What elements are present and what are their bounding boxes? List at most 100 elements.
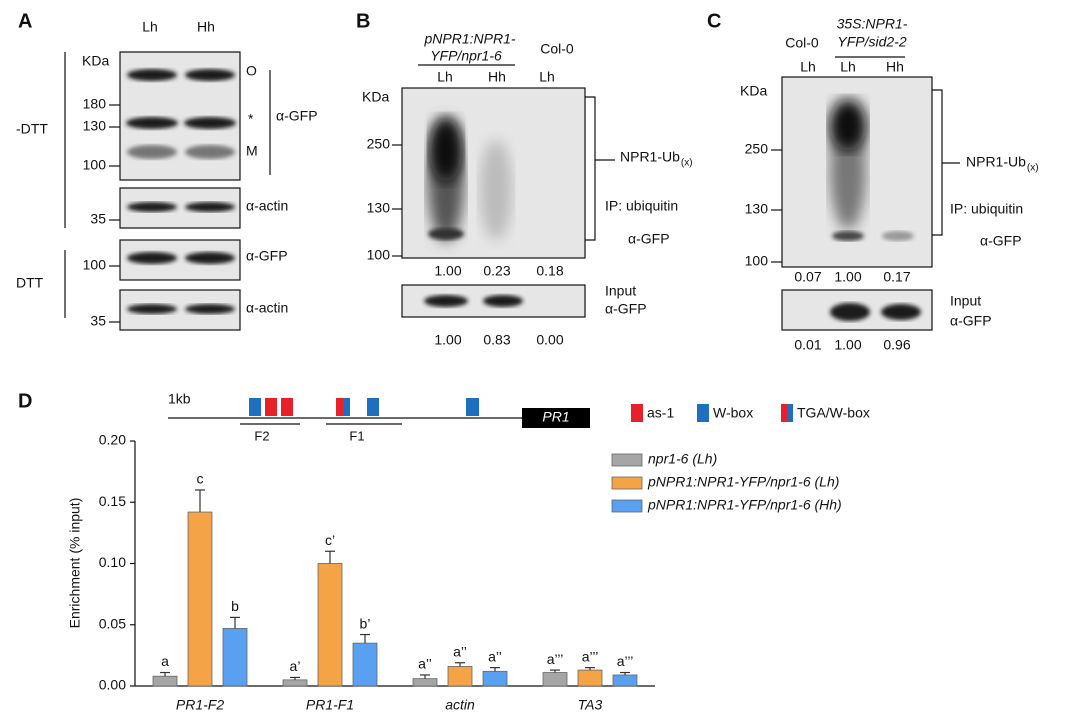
quant: 0.01 xyxy=(794,337,821,353)
quant: 0.83 xyxy=(483,332,510,348)
y-tick-label: 0.20 xyxy=(99,432,126,448)
band xyxy=(882,231,914,241)
quant: 0.17 xyxy=(883,269,910,285)
conjugate-label: NPR1-Ub xyxy=(620,149,680,165)
band-label: * xyxy=(248,111,254,127)
x-tick-label: PR1-F2 xyxy=(176,697,224,713)
kda-label: KDa xyxy=(82,53,109,69)
band-label: O xyxy=(246,63,257,79)
band xyxy=(185,202,235,212)
lane-label: Lh xyxy=(800,59,816,75)
legend-swatch xyxy=(631,404,643,422)
legend-swatch xyxy=(611,453,643,467)
lane-label: Lh xyxy=(437,69,453,85)
significance-letter: a xyxy=(161,653,169,669)
control: Col-0 xyxy=(785,35,819,51)
bar xyxy=(577,669,603,687)
legend-swatch xyxy=(611,499,643,513)
antibody: α-GFP xyxy=(246,248,288,264)
bracket xyxy=(585,96,615,241)
band xyxy=(185,304,235,314)
band xyxy=(483,295,523,307)
y-tick-label: 0.05 xyxy=(99,615,126,631)
lane-label: Lh xyxy=(539,69,555,85)
legend-label: W-box xyxy=(713,405,753,421)
x-tick-label: PR1-F1 xyxy=(306,697,354,713)
marker: 130 xyxy=(367,200,391,216)
quant: 1.00 xyxy=(834,337,861,353)
panel-label: B xyxy=(356,10,370,32)
w-box xyxy=(466,398,479,416)
fragment-label: F1 xyxy=(349,428,364,443)
quant: 1.00 xyxy=(834,269,861,285)
quant: 1.00 xyxy=(434,332,461,348)
quant: 1.00 xyxy=(434,263,461,279)
band xyxy=(184,117,236,129)
significance-letter: b xyxy=(231,598,239,614)
bracket xyxy=(932,89,960,236)
y-axis-label: Enrichment (% input) xyxy=(67,498,83,629)
quant: 0.07 xyxy=(794,269,821,285)
x-tick-label: TA3 xyxy=(578,697,603,713)
conjugate-label: NPR1-Ub xyxy=(966,154,1026,170)
panel-label: D xyxy=(18,390,32,412)
conjugate-sub: (x) xyxy=(681,158,693,169)
construct: YFP/npr1-6 xyxy=(430,48,502,64)
y-tick-label: 0.00 xyxy=(99,677,126,693)
antibody: α-GFP xyxy=(276,108,318,124)
legend-label: TGA/W-box xyxy=(797,405,870,421)
lane-label: Lh xyxy=(142,19,158,35)
quant: 0.96 xyxy=(883,337,910,353)
bar xyxy=(612,674,638,687)
significance-letter: a’’ xyxy=(488,648,502,664)
legend-label: npr1-6 (Lh) xyxy=(648,451,717,467)
band xyxy=(127,69,177,81)
significance-letter: a’’ xyxy=(418,656,432,672)
lane-label: Lh xyxy=(840,59,856,75)
band-label: M xyxy=(246,143,258,159)
w-box xyxy=(367,398,379,416)
bar xyxy=(317,563,343,687)
legend-swatch xyxy=(697,404,709,422)
condition: -DTT xyxy=(16,121,48,137)
significance-letter: a’’’ xyxy=(582,648,599,664)
bar xyxy=(352,642,378,687)
ip-label: IP: ubiquitin xyxy=(605,198,678,214)
band xyxy=(127,304,177,314)
band xyxy=(185,69,235,81)
legend-label: pNPR1:NPR1-YFP/npr1-6 (Lh) xyxy=(647,474,839,490)
tga-box xyxy=(343,398,350,416)
marker: 180 xyxy=(83,96,107,112)
quant: 0.18 xyxy=(536,263,563,279)
marker: 100 xyxy=(367,247,391,263)
bar xyxy=(542,672,568,687)
marker: 100 xyxy=(83,257,107,273)
marker: 130 xyxy=(83,118,107,134)
legend-swatch xyxy=(611,476,643,490)
marker: 35 xyxy=(90,313,106,329)
as1-box xyxy=(265,398,277,416)
antibody: α-GFP xyxy=(605,301,647,317)
marker: 250 xyxy=(745,141,769,157)
as1-box xyxy=(281,398,293,416)
bar xyxy=(187,511,213,687)
bar xyxy=(412,678,438,687)
construct: 35S:NPR1- xyxy=(837,16,908,32)
x-tick-label: actin xyxy=(445,697,475,713)
band xyxy=(424,295,468,307)
quant: 0.23 xyxy=(483,263,510,279)
significance-letter: c xyxy=(197,471,204,487)
bar xyxy=(482,670,508,687)
legend-swatch xyxy=(781,404,787,422)
tga-box xyxy=(336,398,343,416)
band xyxy=(428,228,464,240)
scale-label: 1kb xyxy=(168,391,191,407)
significance-letter: b’ xyxy=(360,615,371,631)
legend-swatch xyxy=(787,404,793,422)
bar xyxy=(152,675,178,687)
marker: 35 xyxy=(90,211,106,227)
bar xyxy=(222,628,248,687)
antibody: α-actin xyxy=(246,300,288,316)
marker: 250 xyxy=(367,136,391,152)
